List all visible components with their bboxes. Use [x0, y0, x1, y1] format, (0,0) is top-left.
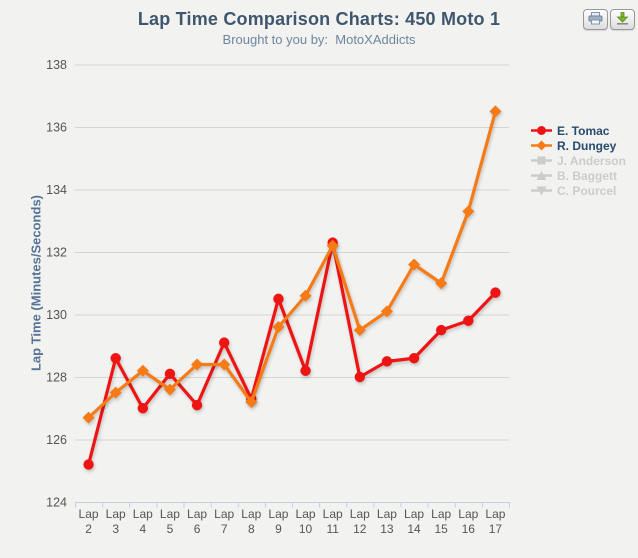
point-e-tomac-lap-3[interactable]: [110, 353, 121, 364]
xtick-label-lap-10: Lap 10: [296, 507, 316, 536]
series-line-r-dungey[interactable]: [86, 109, 498, 420]
legend-label: E. Tomac: [557, 123, 610, 138]
point-r-dungey-lap-10[interactable]: [299, 289, 312, 302]
point-r-dungey-lap-3[interactable]: [109, 386, 122, 399]
point-r-dungey-lap-14[interactable]: [408, 258, 421, 271]
ytick-label-128: 128: [46, 371, 67, 385]
legend-label: C. Pourcel: [557, 183, 617, 198]
xtick-label-lap-2: Lap 2: [79, 507, 99, 536]
xtick-label-lap-16: Lap 16: [458, 507, 478, 536]
point-r-dungey-lap-11[interactable]: [326, 239, 339, 252]
point-e-tomac-lap-2[interactable]: [83, 459, 94, 470]
series-r-dungey[interactable]: [82, 105, 502, 424]
xtick-label-lap-14: Lap 14: [404, 507, 424, 536]
triangle-marker-icon: [531, 170, 552, 181]
legend-item-j-anderson[interactable]: J. Anderson: [531, 153, 626, 168]
ytick-label-132: 132: [46, 246, 67, 260]
point-e-tomac-lap-7[interactable]: [218, 337, 230, 348]
xtick-label-lap-12: Lap 12: [350, 507, 370, 536]
point-e-tomac-lap-17[interactable]: [490, 287, 501, 298]
point-e-tomac-lap-12[interactable]: [354, 371, 366, 383]
ytick-label-126: 126: [46, 433, 67, 447]
legend-item-e-tomac[interactable]: E. Tomac: [531, 123, 626, 138]
chart-title: Lap Time Comparison Charts: 450 Moto 1: [137, 9, 501, 29]
point-e-tomac-lap-15[interactable]: [435, 324, 447, 336]
point-e-tomac-lap-16[interactable]: [463, 315, 474, 326]
xtick-label-lap-11: Lap 11: [323, 507, 343, 536]
point-e-tomac-lap-13[interactable]: [381, 356, 393, 367]
legend-label: J. Anderson: [557, 153, 626, 168]
legend-label: B. Baggett: [557, 168, 617, 183]
point-r-dungey-lap-4[interactable]: [136, 364, 149, 377]
legend-item-r-dungey[interactable]: R. Dungey: [531, 138, 626, 153]
point-r-dungey-lap-7[interactable]: [218, 358, 231, 371]
point-e-tomac-lap-4[interactable]: [137, 403, 149, 414]
point-r-dungey-lap-9[interactable]: [272, 321, 285, 333]
legend-item-c-pourcel[interactable]: C. Pourcel: [531, 183, 626, 198]
xtick-label-lap-5: Lap 5: [160, 507, 180, 536]
point-r-dungey-lap-17[interactable]: [489, 105, 502, 118]
print-button[interactable]: [583, 9, 608, 30]
xtick-label-lap-9: Lap 9: [268, 507, 288, 536]
point-r-dungey-lap-15[interactable]: [435, 277, 448, 290]
ytick-label-138: 138: [46, 58, 67, 72]
xtick-label-lap-6: Lap 6: [187, 507, 207, 536]
download-button[interactable]: [610, 9, 635, 30]
point-r-dungey-lap-16[interactable]: [462, 205, 475, 218]
xtick-label-lap-8: Lap 8: [241, 507, 261, 536]
point-e-tomac-lap-14[interactable]: [408, 353, 420, 364]
diamond-marker-icon: [531, 140, 552, 151]
ytick-label-134: 134: [46, 183, 67, 197]
series-line-e-tomac[interactable]: [86, 241, 498, 467]
square-marker-icon: [531, 155, 552, 166]
circle-marker-icon: [531, 125, 552, 136]
point-e-tomac-lap-5[interactable]: [164, 368, 176, 380]
chart-subtitle: Brought to you by: MotoXAddicts: [222, 32, 416, 47]
xtick-label-lap-4: Lap 4: [133, 507, 153, 536]
legend-item-b-baggett[interactable]: B. Baggett: [531, 168, 626, 183]
triangle-down-marker-icon: [531, 185, 552, 196]
legend-label: R. Dungey: [557, 138, 617, 153]
point-r-dungey-lap-2[interactable]: [82, 411, 95, 424]
series-e-tomac[interactable]: [83, 237, 501, 470]
download-icon: [615, 11, 630, 28]
point-e-tomac-lap-10[interactable]: [300, 365, 311, 376]
export-toolbar: [583, 9, 635, 30]
xtick-label-lap-7: Lap 7: [214, 507, 234, 536]
ytick-label-136: 136: [46, 121, 67, 135]
point-e-tomac-lap-6[interactable]: [191, 399, 203, 411]
xtick-label-lap-17: Lap 17: [485, 507, 505, 536]
xtick-label-lap-13: Lap 13: [377, 507, 397, 536]
xtick-label-lap-15: Lap 15: [431, 507, 451, 536]
point-r-dungey-lap-12[interactable]: [353, 324, 366, 337]
point-r-dungey-lap-5[interactable]: [163, 383, 176, 396]
xtick-label-lap-3: Lap 3: [106, 507, 126, 536]
ytick-label-130: 130: [46, 308, 67, 322]
legend: E. Tomac R. Dungey J. Anderson B. Baggett C.…: [531, 123, 626, 198]
point-e-tomac-lap-9[interactable]: [273, 293, 284, 305]
ytick-label-124: 124: [46, 496, 67, 510]
point-r-dungey-lap-6[interactable]: [191, 358, 204, 371]
point-r-dungey-lap-8[interactable]: [245, 396, 258, 408]
printer-icon: [588, 11, 603, 28]
point-r-dungey-lap-13[interactable]: [380, 305, 393, 318]
